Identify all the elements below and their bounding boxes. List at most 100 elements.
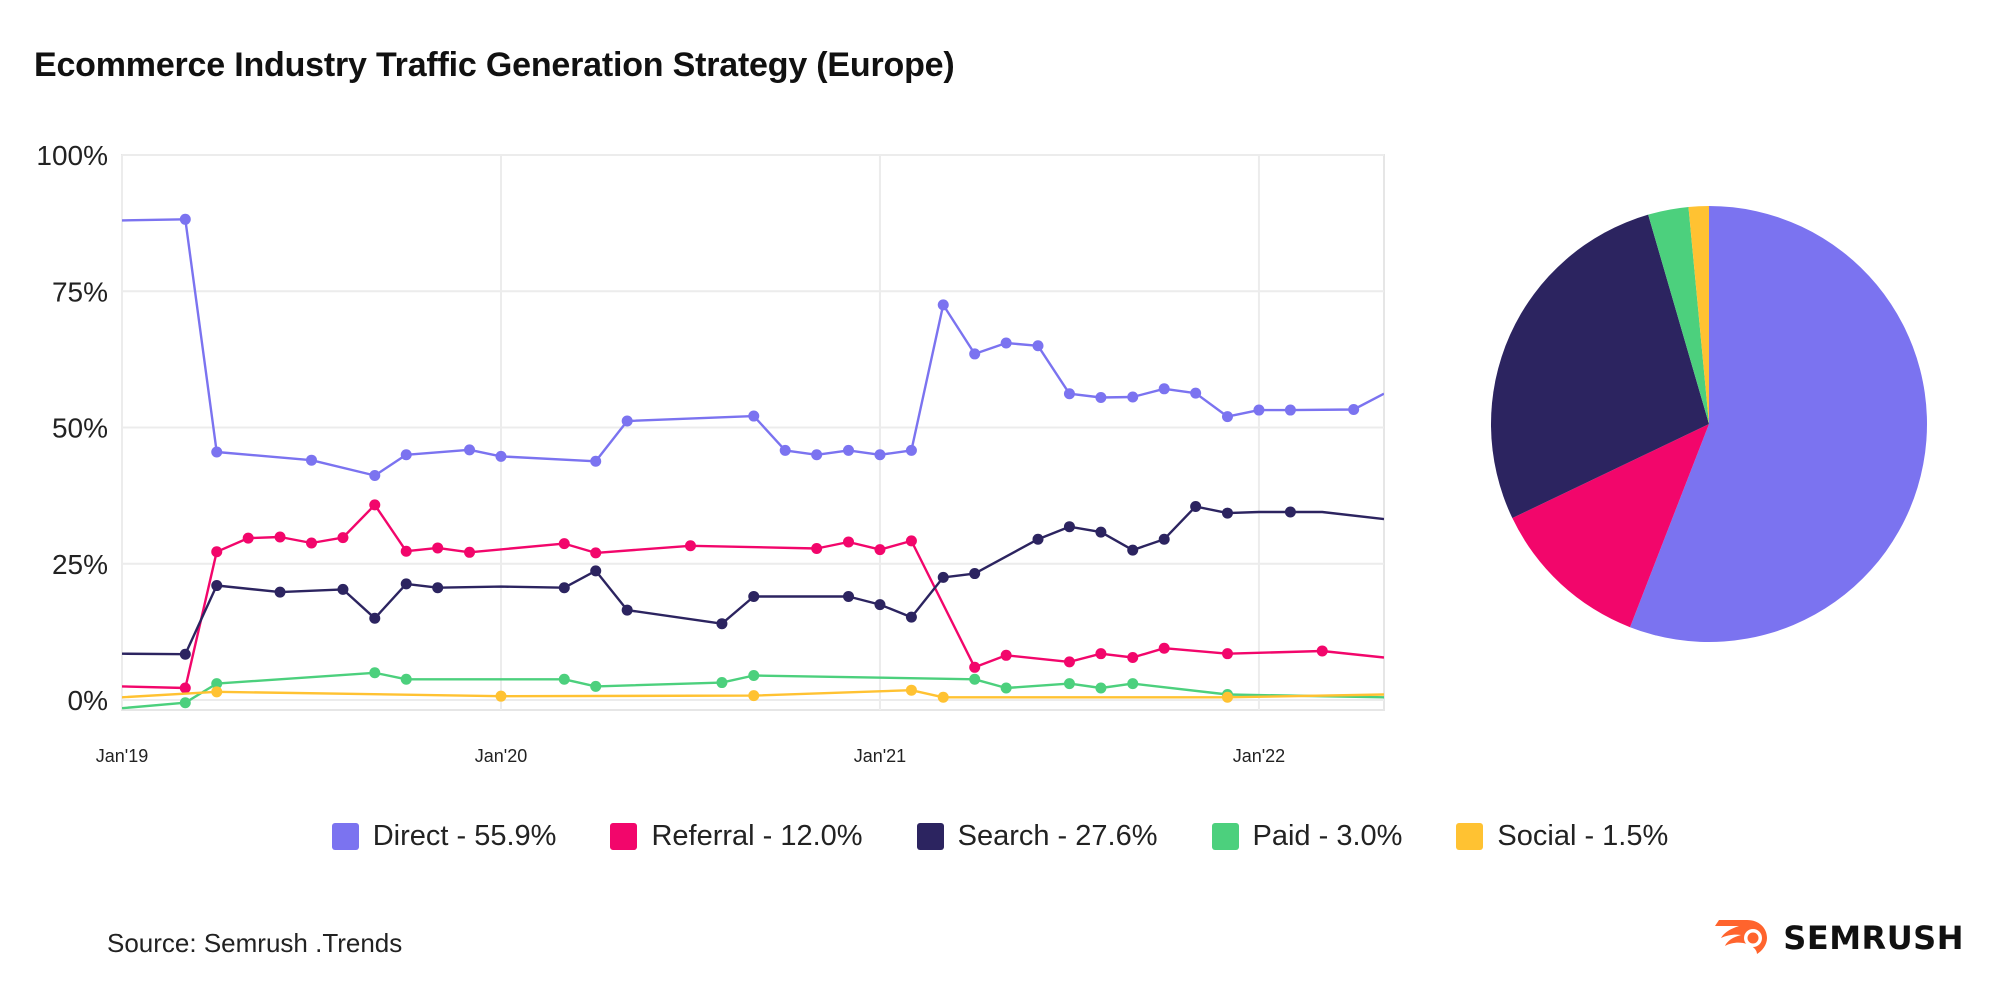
chart-title: Ecommerce Industry Traffic Generation St…	[34, 46, 955, 84]
legend-swatch	[331, 823, 359, 850]
data-point-search	[1095, 526, 1107, 538]
data-point-paid	[969, 673, 981, 685]
data-point-search	[369, 612, 381, 624]
data-point-search	[874, 599, 886, 611]
legend-swatch	[1456, 823, 1484, 850]
x-tick-label: Jan'19	[96, 746, 148, 766]
data-point-paid	[558, 673, 570, 685]
series-paid	[122, 667, 1384, 710]
legend-label: Direct - 55.9%	[372, 820, 557, 852]
data-point-social	[1221, 691, 1233, 703]
data-point-search	[274, 586, 286, 598]
data-point-referral	[843, 536, 855, 548]
y-tick-label: 50%	[52, 413, 108, 444]
data-point-referral	[811, 542, 823, 554]
series-line-direct	[122, 218, 1384, 477]
data-point-referral	[558, 538, 570, 550]
data-point-search	[621, 604, 633, 616]
series-direct	[122, 213, 1384, 481]
data-point-paid	[400, 673, 412, 685]
data-point-direct	[1000, 337, 1012, 349]
data-point-search	[843, 590, 855, 602]
data-point-search	[969, 568, 981, 580]
data-point-referral	[590, 547, 602, 559]
data-point-direct	[400, 449, 412, 461]
data-point-direct	[1095, 392, 1107, 404]
data-point-referral	[1158, 642, 1170, 654]
data-point-direct	[779, 444, 791, 456]
data-point-social	[905, 684, 917, 696]
data-point-search	[748, 590, 760, 602]
legend-label: Social - 1.5%	[1497, 820, 1669, 852]
data-point-referral	[684, 540, 696, 552]
data-point-search	[1284, 506, 1296, 518]
data-point-social	[495, 690, 507, 702]
y-tick-label: 100%	[36, 140, 108, 171]
data-point-search	[1063, 521, 1075, 533]
semrush-flame-icon	[1715, 920, 1768, 954]
pie-slice-search	[1490, 214, 1709, 519]
pie-slice-social	[1688, 206, 1709, 424]
data-point-direct	[369, 469, 381, 481]
x-axis: Jan'19 Jan'20 Jan'21 Jan'22	[96, 746, 1285, 766]
data-point-referral	[400, 545, 412, 557]
source-note: Source: Semrush .Trends	[107, 928, 403, 958]
data-point-social	[748, 690, 760, 702]
series-line-social	[122, 689, 1384, 699]
data-point-referral	[1316, 645, 1328, 657]
data-point-direct	[937, 299, 949, 311]
pie-slice-direct	[1630, 206, 1927, 643]
legend-swatch	[1211, 823, 1239, 850]
data-point-direct	[874, 449, 886, 461]
brand-name: SEMRUSH	[1783, 919, 1964, 957]
data-point-paid	[1000, 682, 1012, 694]
legend-label: Search - 27.6%	[957, 820, 1158, 852]
data-point-referral	[1095, 648, 1107, 660]
plot-frame	[121, 154, 1385, 711]
legend-label: Referral - 12.0%	[651, 820, 863, 852]
data-point-direct	[1253, 404, 1265, 416]
data-point-search	[1032, 533, 1044, 545]
data-point-direct	[495, 450, 507, 462]
series-social	[122, 684, 1384, 703]
line-series	[122, 213, 1384, 710]
data-point-search	[1190, 501, 1202, 513]
data-point-social	[211, 686, 223, 698]
y-tick-label: 0%	[68, 685, 108, 716]
data-point-search	[211, 580, 223, 592]
pie-chart	[1490, 206, 1927, 643]
data-point-search	[1158, 533, 1170, 545]
semrush-logo: SEMRUSH	[1713, 918, 1964, 958]
data-point-direct	[969, 348, 981, 360]
data-point-direct	[590, 455, 602, 467]
data-point-search	[558, 582, 570, 594]
data-point-referral	[274, 531, 286, 543]
data-point-paid	[1127, 678, 1139, 690]
legend-item-paid: Paid - 3.0%	[1211, 820, 1402, 853]
pie-slice-paid	[1648, 206, 1709, 424]
data-point-direct	[211, 446, 223, 458]
data-point-direct	[1221, 411, 1233, 423]
data-point-direct	[1063, 388, 1075, 400]
data-point-direct	[1158, 383, 1170, 395]
grid	[121, 154, 1385, 711]
x-tick-label: Jan'21	[854, 746, 906, 766]
data-point-paid	[211, 678, 223, 690]
legend-swatch	[916, 823, 944, 850]
data-point-social	[937, 691, 949, 703]
data-point-direct	[1032, 340, 1044, 352]
data-point-search	[337, 583, 349, 595]
data-point-referral	[1000, 649, 1012, 661]
data-point-direct	[1127, 391, 1139, 403]
data-point-referral	[1221, 648, 1233, 660]
data-point-referral	[1127, 651, 1139, 663]
data-point-referral	[211, 546, 223, 558]
data-point-direct	[905, 444, 917, 456]
y-tick-label: 75%	[52, 276, 108, 307]
data-point-search	[179, 648, 191, 660]
legend-item-social: Social - 1.5%	[1456, 820, 1668, 853]
data-point-direct	[1284, 404, 1296, 416]
data-point-referral	[432, 542, 444, 554]
data-point-search	[937, 571, 949, 583]
